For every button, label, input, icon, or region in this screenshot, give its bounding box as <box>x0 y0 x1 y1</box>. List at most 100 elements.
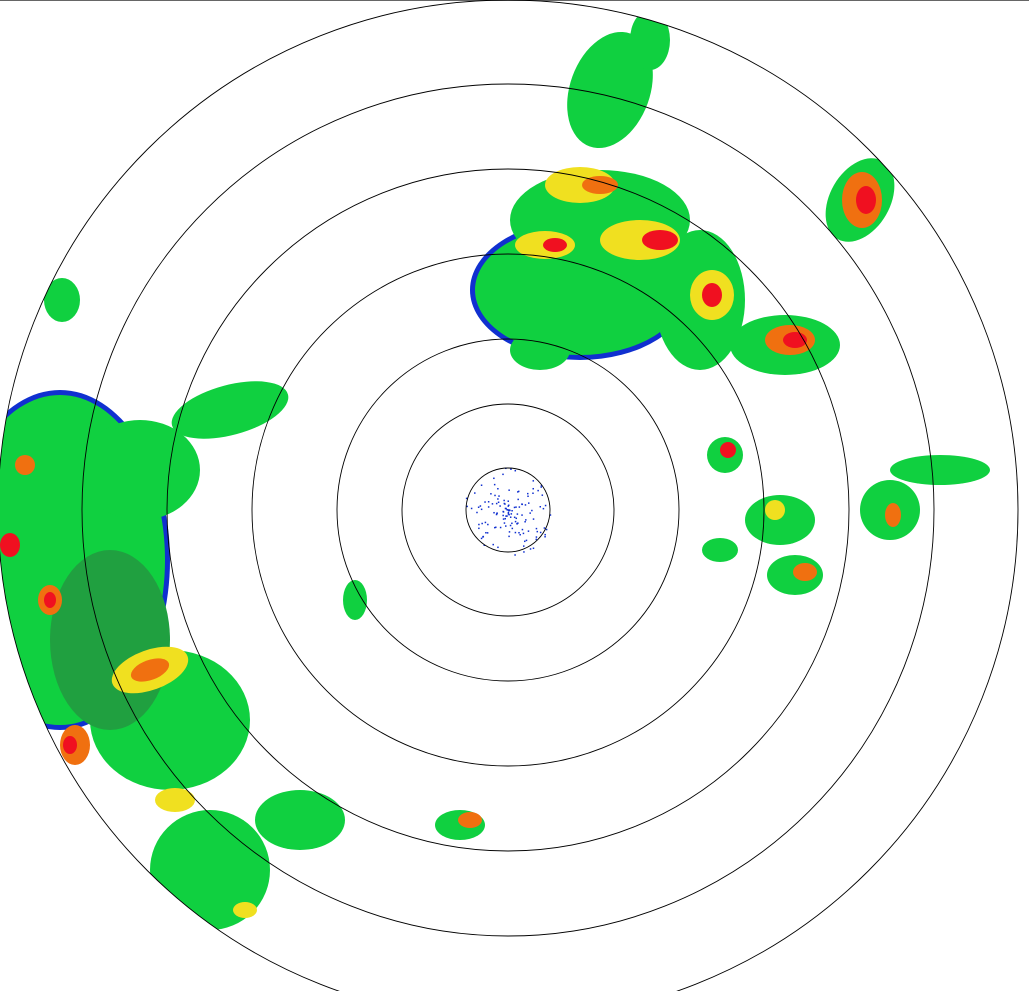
clutter-point <box>497 488 499 490</box>
clutter-point <box>492 503 494 505</box>
clutter-point <box>510 525 512 527</box>
clutter-point <box>544 536 546 538</box>
clutter-point <box>490 493 492 495</box>
clutter-point <box>515 532 517 534</box>
echo-cell <box>155 788 195 812</box>
clutter-point <box>511 510 512 512</box>
clutter-point <box>509 531 511 533</box>
clutter-point <box>531 510 533 512</box>
echo-cell <box>44 278 80 322</box>
clutter-point <box>517 513 519 515</box>
clutter-point <box>487 532 489 534</box>
clutter-point <box>481 523 483 525</box>
clutter-point <box>502 511 504 513</box>
clutter-point <box>533 518 535 520</box>
clutter-point <box>510 516 512 518</box>
clutter-point <box>516 518 518 520</box>
clutter-point <box>523 533 525 535</box>
clutter-point <box>528 530 530 532</box>
clutter-point <box>476 512 478 514</box>
clutter-point <box>544 534 546 536</box>
clutter-point <box>485 532 487 534</box>
echo-cell <box>233 902 257 918</box>
clutter-point <box>532 488 534 490</box>
echo-cell <box>702 538 738 562</box>
clutter-point <box>523 551 525 553</box>
clutter-point <box>530 548 532 550</box>
clutter-point <box>493 512 495 514</box>
clutter-point <box>511 523 513 525</box>
clutter-point <box>536 528 538 530</box>
clutter-point <box>496 503 498 505</box>
clutter-point <box>525 519 527 521</box>
echo-cell <box>793 563 817 581</box>
clutter-point <box>537 531 539 533</box>
radar-display <box>0 0 1029 991</box>
clutter-point <box>504 503 506 505</box>
clutter-point <box>502 515 504 517</box>
clutter-point <box>519 534 521 536</box>
clutter-point <box>481 509 483 511</box>
clutter-point <box>474 492 476 494</box>
clutter-point <box>481 484 483 486</box>
clutter-point <box>517 491 519 493</box>
clutter-point <box>481 538 483 540</box>
clutter-point <box>508 500 510 502</box>
clutter-point <box>514 507 516 509</box>
clutter-point <box>533 480 535 482</box>
clutter-point <box>542 494 544 496</box>
clutter-point <box>506 515 508 517</box>
clutter-point <box>508 514 510 516</box>
clutter-point <box>508 536 510 538</box>
clutter-point <box>496 512 498 514</box>
clutter-point <box>510 468 512 470</box>
clutter-point <box>532 493 534 495</box>
clutter-point <box>523 545 525 547</box>
echo-cell <box>630 10 670 70</box>
echo-cell <box>255 790 345 850</box>
clutter-point <box>478 528 480 530</box>
clutter-point <box>519 506 521 508</box>
clutter-point <box>485 522 487 524</box>
clutter-point <box>508 512 510 514</box>
clutter-point <box>540 506 542 508</box>
echo-cell <box>15 455 35 475</box>
clutter-point <box>518 532 520 534</box>
clutter-point <box>506 509 508 511</box>
echo-cell <box>63 736 77 754</box>
clutter-point <box>505 508 507 510</box>
clutter-point <box>537 490 539 492</box>
clutter-point <box>543 508 545 510</box>
clutter-point <box>540 486 542 488</box>
clutter-point <box>494 495 496 497</box>
clutter-point <box>508 489 510 491</box>
clutter-point <box>499 505 501 507</box>
clutter-point <box>471 508 473 510</box>
echo-cell <box>50 550 170 730</box>
clutter-point <box>494 484 496 486</box>
clutter-point <box>514 517 516 519</box>
echo-cell <box>543 238 567 252</box>
clutter-point <box>546 529 548 531</box>
clutter-point <box>500 527 502 529</box>
clutter-point <box>505 525 507 527</box>
clutter-point <box>544 527 546 529</box>
echo-cell <box>885 503 901 527</box>
clutter-point <box>536 536 538 538</box>
echo-cell <box>890 455 990 485</box>
clutter-point <box>503 518 505 520</box>
clutter-point <box>527 493 529 495</box>
echo-cell <box>0 533 20 557</box>
clutter-point <box>524 541 526 543</box>
echo-cell <box>510 330 570 370</box>
clutter-point <box>480 505 482 507</box>
clutter-point <box>488 506 490 508</box>
clutter-point <box>498 495 500 497</box>
clutter-point <box>487 524 489 526</box>
clutter-point <box>492 544 494 546</box>
echo-cell <box>765 500 785 520</box>
clutter-point <box>527 496 529 498</box>
clutter-point <box>515 521 517 523</box>
clutter-point <box>495 527 497 529</box>
clutter-point <box>488 501 490 503</box>
